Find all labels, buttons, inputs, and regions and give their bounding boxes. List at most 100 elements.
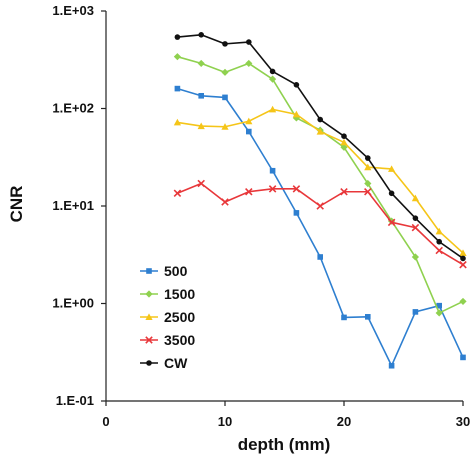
legend-label: CW <box>164 355 188 371</box>
data-point <box>411 223 420 232</box>
data-point <box>387 218 396 227</box>
data-point <box>245 59 253 68</box>
legend-label: 3500 <box>164 332 195 348</box>
data-point <box>198 92 204 99</box>
x-tick-labels: 0 10 20 30 <box>102 414 470 429</box>
data-point <box>292 185 301 193</box>
data-point <box>317 116 324 123</box>
y-axis-title: CNR <box>7 186 26 223</box>
data-point <box>459 297 467 306</box>
data-point <box>388 165 396 172</box>
data-point <box>412 215 419 221</box>
series-500 <box>174 85 466 369</box>
data-point <box>292 110 300 118</box>
legend-item: 500 <box>140 263 188 279</box>
legend-marker <box>145 313 153 320</box>
legend-marker <box>145 290 153 298</box>
data-point <box>316 127 324 135</box>
data-point <box>460 354 466 361</box>
series-lines <box>173 32 467 369</box>
data-point <box>459 249 467 256</box>
x-tick-label: 10 <box>218 414 232 429</box>
data-point <box>388 190 395 197</box>
y-tick-label: 1.E+00 <box>52 296 94 311</box>
series-2500 <box>173 105 467 256</box>
data-point <box>222 41 228 47</box>
series-line <box>177 34 464 260</box>
legend-item: 3500 <box>140 332 195 348</box>
data-point <box>173 118 181 126</box>
data-point <box>269 68 276 75</box>
data-point <box>198 32 204 38</box>
data-point <box>340 187 348 196</box>
data-point <box>293 210 300 216</box>
data-point <box>221 123 229 130</box>
data-point <box>246 39 252 45</box>
data-point <box>341 133 347 139</box>
data-point <box>197 122 205 130</box>
legend-marker <box>145 336 153 344</box>
data-point <box>316 202 324 210</box>
axes <box>101 10 464 406</box>
series-line <box>177 55 464 314</box>
data-point <box>269 105 277 113</box>
data-point <box>411 194 419 202</box>
data-point <box>197 59 205 68</box>
data-point <box>174 85 181 92</box>
legend-marker <box>146 360 152 366</box>
data-point <box>317 254 323 260</box>
data-point <box>221 198 229 206</box>
data-point <box>340 138 348 146</box>
data-point <box>268 185 277 193</box>
data-point <box>221 68 229 76</box>
data-point <box>246 128 252 135</box>
y-tick-labels: 1.E+03 1.E+02 1.E+01 1.E+00 1.E-01 <box>52 3 94 408</box>
data-point <box>341 314 347 321</box>
data-point <box>364 179 372 188</box>
data-point <box>364 187 372 196</box>
series-3500 <box>173 179 467 269</box>
legend: 500 1500 2500 3500 CW <box>140 263 195 371</box>
x-tick-label: 0 <box>102 414 109 429</box>
data-point <box>269 75 277 83</box>
data-point <box>245 187 253 196</box>
data-point <box>365 314 371 320</box>
y-tick-label: 1.E+03 <box>52 3 94 18</box>
y-tick-label: 1.E+01 <box>52 198 94 213</box>
legend-item: 2500 <box>140 309 195 325</box>
data-point <box>435 246 443 255</box>
data-point <box>365 155 371 161</box>
legend-label: 500 <box>164 263 188 279</box>
legend-item: 1500 <box>140 286 195 302</box>
x-tick-label: 30 <box>456 414 470 429</box>
series-line <box>177 182 464 266</box>
data-point <box>388 362 395 369</box>
series-1500 <box>173 53 467 317</box>
data-point <box>245 117 253 125</box>
data-point <box>173 189 182 198</box>
legend-label: 1500 <box>164 286 195 302</box>
data-point <box>435 227 443 235</box>
data-point <box>173 53 181 61</box>
y-tick-label: 1.E-01 <box>56 393 94 408</box>
data-point <box>364 163 372 171</box>
data-point <box>436 238 443 245</box>
data-point <box>293 82 300 88</box>
data-point <box>435 309 443 317</box>
data-point <box>269 167 276 174</box>
data-point <box>222 94 228 101</box>
data-point <box>197 179 205 188</box>
data-point <box>174 34 181 40</box>
x-axis-title: depth (mm) <box>238 435 331 454</box>
data-point <box>459 260 467 269</box>
legend-label: 2500 <box>164 309 195 325</box>
data-point <box>340 143 348 151</box>
series-cw <box>174 32 466 262</box>
data-point <box>436 302 442 309</box>
data-point <box>292 114 300 122</box>
data-point <box>411 253 419 261</box>
data-point <box>412 309 419 315</box>
legend-item: CW <box>140 355 188 371</box>
legend-marker <box>146 268 152 274</box>
